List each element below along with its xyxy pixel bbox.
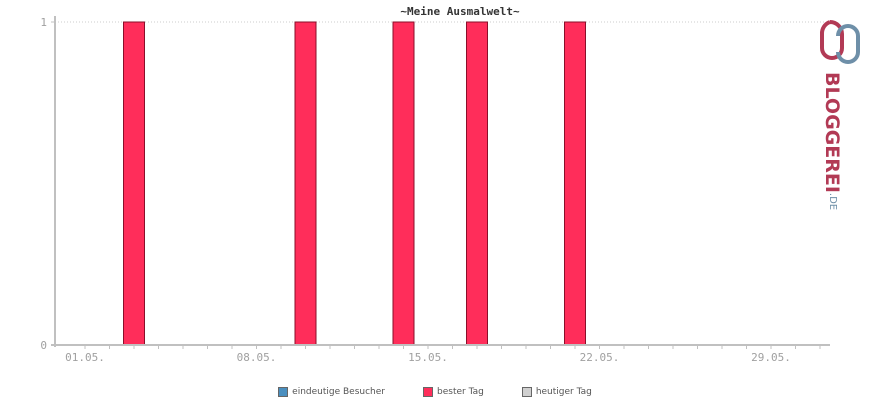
x-tick-label-3: 22.05. — [580, 351, 620, 364]
legend-swatch-best-day — [423, 387, 433, 397]
legend-item-unique-visitors: eindeutige Besucher — [278, 385, 385, 399]
x-tick-label-0: 01.05. — [65, 351, 105, 364]
y-tick-label-0: 0 — [40, 339, 47, 352]
y-tick-label-1: 1 — [40, 16, 47, 29]
bar-17.05. — [466, 21, 488, 346]
chart-title: ~Meine Ausmalwelt~ — [400, 5, 520, 18]
legend-swatch-today — [521, 387, 532, 397]
legend: eindeutige Besucher bester Tag heutiger … — [0, 385, 870, 399]
x-tick-label-2: 15.05. — [408, 351, 448, 364]
x-tick-label-4: 29.05. — [751, 351, 791, 364]
legend-label-today: heutiger Tag — [535, 387, 592, 397]
bloggerei-logo-icon — [820, 20, 860, 64]
bloggerei-logo-text: BLOGGEREI.DE — [821, 72, 843, 211]
bars — [123, 21, 586, 346]
legend-label-best-day: bester Tag — [437, 387, 484, 397]
legend-item-best-day: bester Tag — [423, 385, 484, 399]
legend-swatch-unique-visitors — [278, 387, 289, 397]
legend-label-unique-visitors: eindeutige Besucher — [292, 387, 385, 397]
x-tick-label-1: 08.05. — [237, 351, 277, 364]
bar-14.05. — [392, 21, 415, 346]
bar-21.05. — [564, 21, 586, 346]
bar-03.05. — [123, 21, 145, 346]
axes: 0 1 01.05. 08.05. 15.05. 22.05. 29.05. — [40, 16, 830, 364]
legend-item-today: heutiger Tag — [521, 385, 592, 399]
bar-10.05. — [294, 21, 317, 346]
